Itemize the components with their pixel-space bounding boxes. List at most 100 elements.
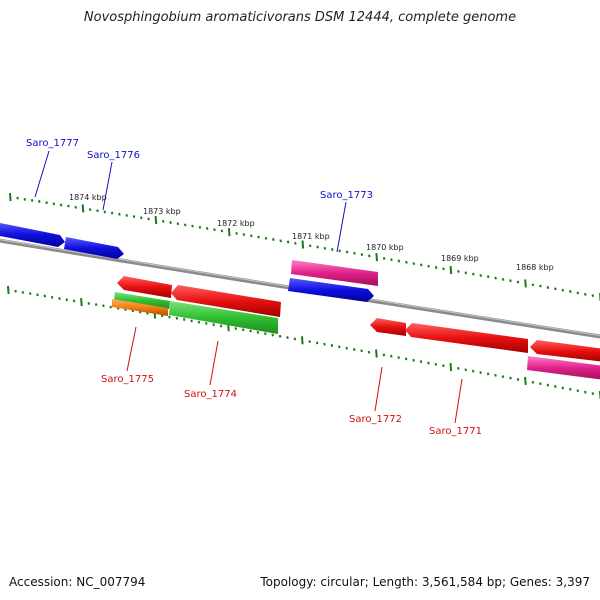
minor-tick — [293, 337, 297, 341]
minor-tick — [464, 271, 468, 275]
gene-arrow-saro-1777[interactable] — [0, 222, 65, 247]
minor-tick — [539, 284, 542, 288]
minor-tick — [43, 294, 47, 298]
major-tick — [301, 336, 304, 345]
gene-arrow-saro-1773[interactable] — [288, 278, 374, 302]
minor-tick — [279, 239, 282, 243]
minor-tick — [161, 219, 165, 223]
minor-tick — [501, 375, 505, 379]
minor-tick — [501, 277, 505, 281]
minor-tick — [412, 262, 416, 266]
kbp-label-1873: 1873 kbp — [143, 207, 181, 216]
minor-tick — [554, 287, 557, 291]
gene-label-saro-1774[interactable]: Saro_1774 — [184, 389, 237, 400]
minor-tick — [250, 234, 253, 238]
minor-tick — [103, 210, 107, 214]
minor-tick — [88, 208, 92, 212]
minor-tick — [397, 259, 401, 263]
gene-label-saro-1773[interactable]: Saro_1773 — [320, 190, 373, 201]
minor-tick — [21, 290, 25, 294]
minor-tick — [308, 244, 312, 248]
minor-tick — [182, 318, 186, 322]
minor-tick — [278, 334, 282, 338]
minor-tick — [286, 240, 290, 244]
kbp-label-1868: 1868 kbp — [516, 263, 554, 272]
minor-tick — [419, 360, 423, 364]
gene-arrow-saro-1772[interactable] — [370, 318, 406, 336]
minor-tick — [412, 358, 415, 362]
minor-tick — [352, 348, 356, 351]
minor-tick — [591, 294, 595, 298]
major-tick — [301, 240, 305, 249]
feature-green-saro-1775[interactable] — [114, 292, 170, 309]
minor-tick — [205, 227, 209, 230]
gene-arrow-saro-1771[interactable] — [405, 323, 528, 353]
minor-tick — [546, 286, 550, 289]
minor-tick — [554, 385, 557, 388]
minor-tick — [516, 280, 520, 284]
minor-tick — [197, 320, 201, 324]
minor-tick — [561, 386, 565, 390]
minor-tick — [427, 361, 430, 365]
major-tick — [80, 298, 83, 307]
major-tick — [375, 349, 378, 358]
minor-tick — [16, 196, 19, 200]
minor-tick — [546, 383, 550, 387]
genome-title: Novosphingobium aromaticivorans DSM 1244… — [83, 10, 517, 25]
major-tick — [227, 228, 231, 237]
minor-tick — [390, 258, 393, 262]
minor-tick — [442, 364, 445, 368]
minor-tick — [23, 197, 27, 201]
feature-green-saro-1774[interactable] — [169, 301, 278, 334]
minor-tick — [109, 305, 112, 309]
gene-arrow-saro-1775[interactable] — [117, 276, 172, 298]
minor-tick — [434, 266, 438, 269]
minor-tick — [102, 304, 105, 308]
minor-tick — [264, 332, 267, 336]
gene-label-saro-1771[interactable]: Saro_1771 — [429, 426, 482, 437]
minor-tick — [323, 246, 327, 250]
feature-pink-right-edge[interactable] — [527, 356, 600, 380]
minor-tick — [323, 342, 326, 346]
minor-tick — [205, 321, 208, 325]
minor-tick — [110, 211, 114, 215]
kbp-label-1869: 1869 kbp — [441, 254, 479, 263]
major-tick — [9, 192, 12, 202]
major-tick — [81, 204, 85, 213]
kbp-label-1872: 1872 kbp — [217, 219, 255, 228]
major-tick — [449, 266, 453, 275]
gene-arrow-right-edge[interactable] — [530, 340, 600, 362]
gene-label-saro-1777[interactable]: Saro_1777 — [26, 138, 79, 149]
minor-tick — [234, 327, 238, 331]
minor-tick — [576, 389, 580, 393]
minor-tick — [382, 353, 386, 357]
minor-tick — [36, 293, 39, 297]
minor-tick — [191, 224, 194, 228]
minor-tick — [367, 350, 371, 354]
minor-tick — [457, 366, 460, 370]
minor-tick — [345, 250, 349, 254]
minor-tick — [531, 380, 535, 384]
minor-tick — [405, 260, 408, 264]
minor-tick — [183, 223, 187, 227]
feature-orange-saro-1775[interactable] — [112, 299, 168, 316]
genome-summary-text: Topology: circular; Length: 3,561,584 bp… — [260, 575, 590, 589]
minor-tick — [486, 275, 490, 279]
major-tick — [524, 376, 527, 385]
gene-label-saro-1772[interactable]: Saro_1772 — [349, 414, 402, 425]
kbp-label-1870: 1870 kbp — [366, 243, 404, 252]
gene-label-saro-1776[interactable]: Saro_1776 — [87, 150, 140, 161]
minor-tick — [442, 267, 445, 271]
gene-arrow-saro-1776[interactable] — [64, 237, 124, 259]
minor-tick — [67, 204, 70, 208]
feature-pink-saro-1773[interactable] — [291, 260, 378, 286]
minor-tick — [28, 292, 32, 296]
gene-arrow-saro-1774[interactable] — [171, 285, 281, 317]
minor-tick — [427, 264, 430, 268]
minor-tick — [331, 248, 334, 251]
gene-label-saro-1775[interactable]: Saro_1775 — [101, 374, 154, 385]
minor-tick — [434, 362, 438, 366]
minor-tick — [345, 346, 348, 350]
minor-tick — [220, 229, 224, 233]
accession-text: Accession: NC_007794 — [9, 575, 146, 589]
